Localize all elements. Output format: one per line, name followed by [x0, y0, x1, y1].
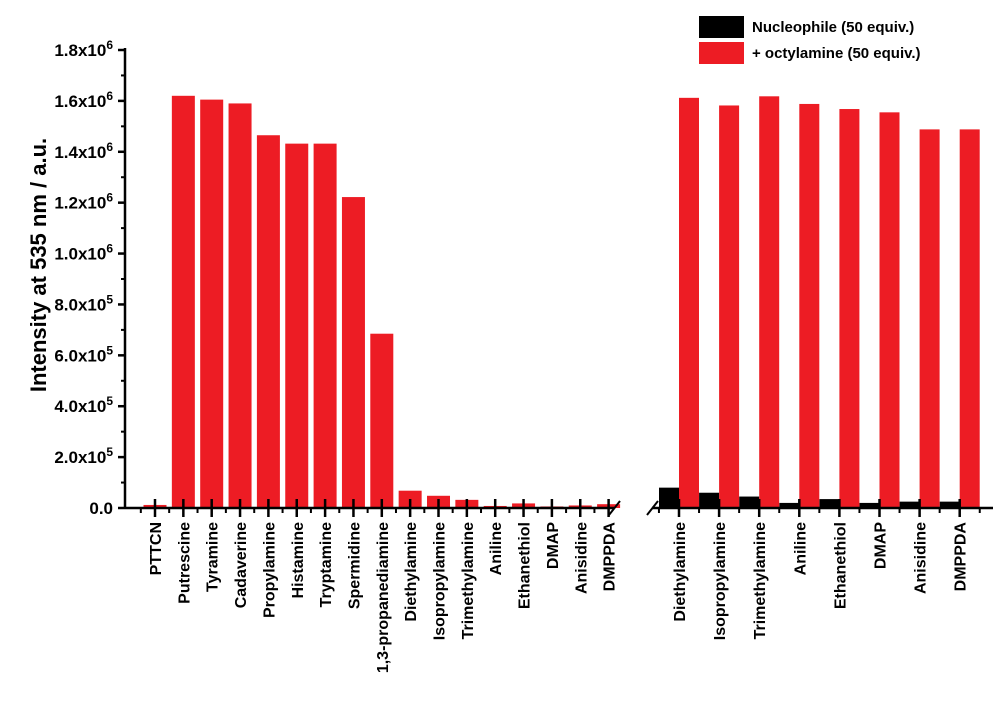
bar — [859, 502, 880, 508]
bar — [228, 103, 252, 508]
bar — [256, 135, 280, 508]
category-label: Anisidine — [573, 522, 590, 594]
bar — [313, 143, 337, 508]
bar — [879, 112, 900, 508]
category-labels-layer: PTTCN Putrescine Tyramine Cadaverine Propyla… — [148, 522, 970, 674]
category-label: PTTCN — [148, 522, 165, 575]
category-label: Anisidine — [913, 522, 930, 594]
bar — [799, 103, 820, 508]
bar — [839, 109, 860, 508]
bar — [959, 129, 980, 509]
legend-label: + octylamine (50 equiv.) — [752, 45, 921, 62]
bar — [899, 501, 920, 508]
y-tick-label: 8.0x105 — [54, 292, 113, 314]
axes-layer: 0.0 2.0x105 4.0x105 6.0x105 8.0x105 1.0x106 1.… — [54, 38, 993, 518]
bar — [779, 502, 800, 508]
category-label: 1,3-propanediamine — [375, 522, 392, 673]
y-tick-label: 0.0 — [89, 499, 113, 518]
legend-swatch — [699, 16, 744, 38]
category-label: Diethylamine — [403, 522, 420, 622]
bar — [341, 197, 365, 508]
bar — [919, 129, 940, 509]
legend-label: Nucleophile (50 equiv.) — [752, 19, 914, 36]
category-label: Isopropylamine — [432, 522, 449, 640]
bar — [939, 501, 960, 508]
category-label: Tyramine — [205, 522, 222, 592]
category-label: Cadaverine — [233, 522, 250, 608]
bar — [739, 496, 760, 508]
axis-break-mark — [608, 500, 621, 516]
category-label: Histamine — [290, 522, 307, 599]
y-tick-label: 1.8x106 — [54, 38, 113, 60]
axis-break-mark — [646, 500, 659, 516]
bar — [171, 95, 195, 509]
category-label: Spermidine — [346, 522, 363, 609]
bar — [759, 96, 780, 508]
category-label: Isopropylamine — [712, 522, 729, 640]
category-label: Aniline — [488, 522, 505, 575]
category-label: DMAP — [545, 522, 562, 569]
category-label: Diethylamine — [672, 522, 689, 622]
category-label: Tryptamine — [318, 522, 335, 607]
category-label: DMAP — [873, 522, 890, 569]
bar — [679, 97, 699, 508]
bar — [370, 333, 394, 508]
bar — [719, 105, 740, 509]
bar — [699, 492, 720, 508]
bar — [819, 499, 840, 508]
bar — [200, 99, 224, 508]
category-label: Ethanethiol — [517, 522, 534, 609]
legend-swatch — [699, 42, 744, 64]
category-label: Propylamine — [261, 522, 278, 618]
category-label: Ethanethiol — [832, 522, 849, 609]
bar — [659, 487, 679, 508]
y-tick-label: 4.0x105 — [54, 394, 113, 416]
category-label: DMPPDA — [953, 522, 970, 592]
category-label: DMPPDA — [602, 522, 619, 592]
y-tick-label: 1.2x106 — [54, 191, 113, 213]
y-tick-label: 1.4x106 — [54, 140, 113, 162]
bar — [285, 143, 309, 508]
category-label: Trimethylamine — [752, 522, 769, 639]
y-axis-title: Intensity at 535 nm / a.u. — [26, 138, 51, 392]
y-tick-label: 1.6x106 — [54, 89, 113, 111]
y-tick-label: 2.0x105 — [54, 445, 113, 467]
y-tick-label: 6.0x105 — [54, 343, 113, 365]
category-label: Aniline — [792, 522, 809, 575]
legend: Nucleophile (50 equiv.) + octylamine (50 … — [699, 16, 921, 64]
category-label: Trimethylamine — [460, 522, 477, 639]
y-tick-label: 1.0x106 — [54, 242, 113, 264]
category-label: Putrescine — [176, 522, 193, 604]
bars-layer — [143, 95, 980, 509]
